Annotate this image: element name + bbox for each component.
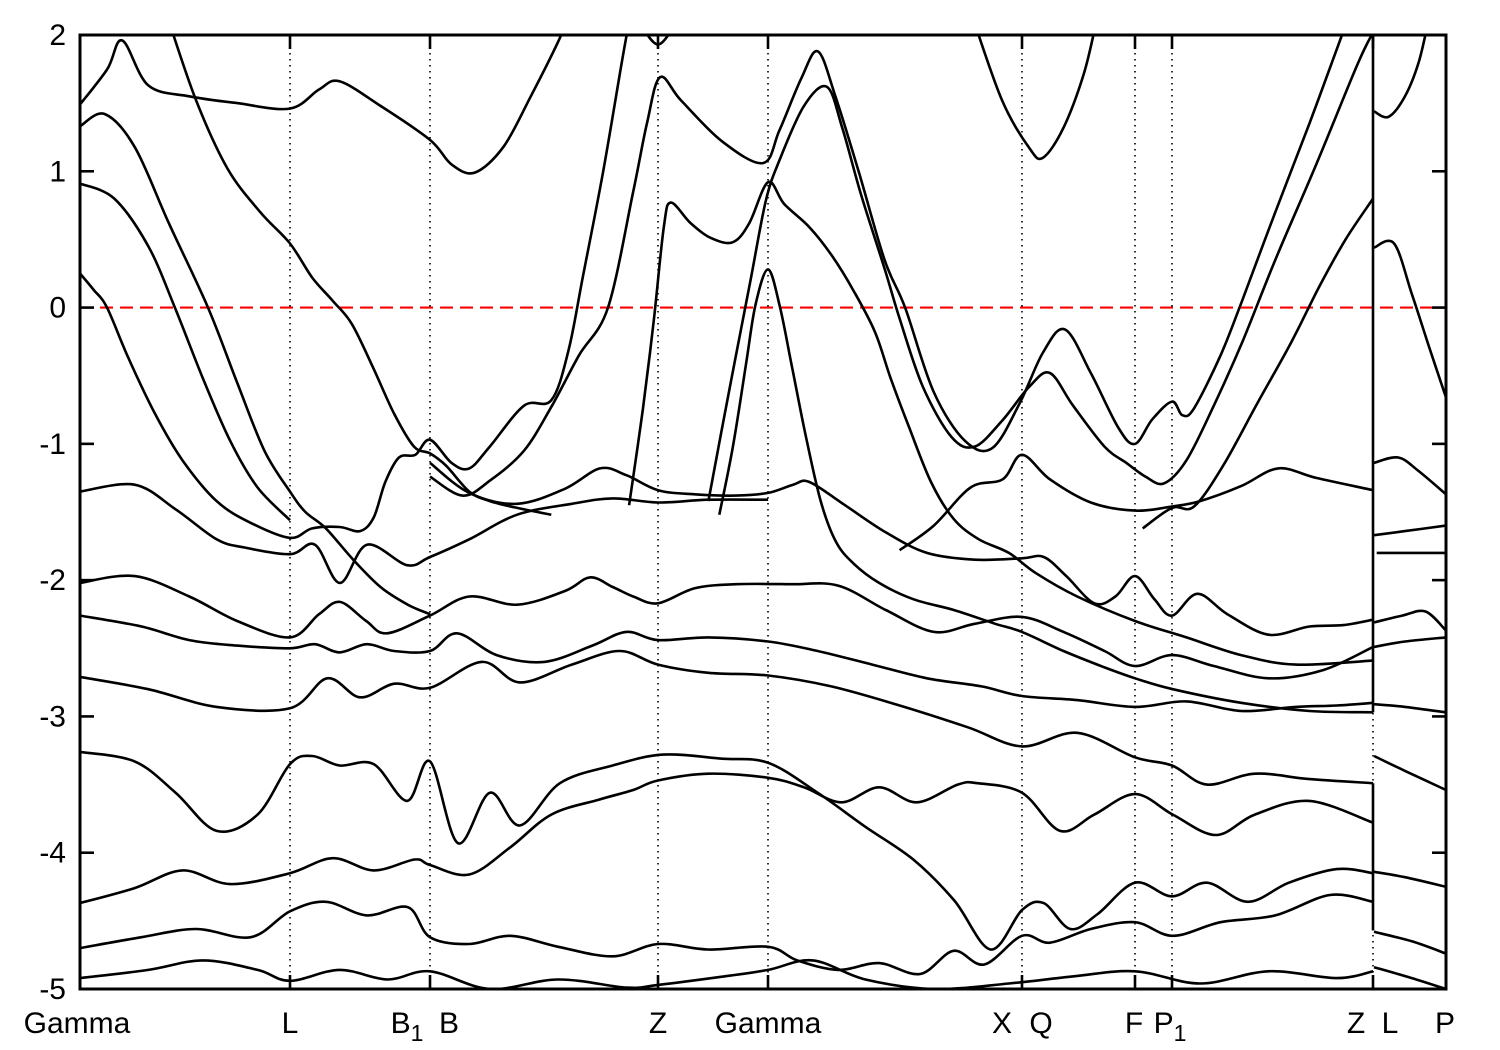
x-tick-label: L (1382, 1007, 1399, 1040)
x-tick-label: B1 (391, 1007, 424, 1046)
band-1 (80, 35, 563, 175)
band-4 (80, 112, 431, 616)
x-tick-label: P (1435, 1007, 1455, 1040)
y-tick-label: 1 (49, 155, 66, 188)
band-22 (1141, 197, 1375, 530)
x-tick-label: B (439, 1007, 459, 1040)
x-tick-label: X (992, 1007, 1012, 1040)
panel-band-3 (1373, 455, 1446, 496)
band-3 (977, 35, 1095, 161)
plot-border (78, 33, 1448, 991)
panel-band-7 (1373, 636, 1446, 649)
panel-band-6 (1373, 609, 1446, 632)
band-17 (80, 750, 1374, 951)
x-tick-label: Z (649, 1007, 667, 1040)
panel-band-12 (1373, 965, 1446, 989)
x-tick-label: L (282, 1007, 299, 1040)
band-8 (429, 461, 1374, 637)
band-6 (80, 35, 628, 540)
band-16 (80, 649, 1374, 786)
y-tick-label: 0 (49, 292, 66, 325)
x-tick-label: Gamma (24, 1007, 131, 1040)
x-tick-label: F (1125, 1007, 1143, 1040)
band-13 (80, 482, 769, 585)
y-tick-label: -2 (39, 564, 66, 597)
band-12 (718, 268, 1374, 714)
x-tick-label: Z (1347, 1007, 1365, 1040)
y-tick-label: -3 (39, 700, 66, 733)
band-20 (80, 958, 1374, 989)
band-21 (898, 453, 1374, 552)
panel-band-8 (1373, 702, 1446, 714)
x-tick-label: Q (1029, 1007, 1052, 1040)
y-tick-label: -5 (39, 973, 66, 1006)
y-tick-label: -1 (39, 428, 66, 461)
band-11 (627, 180, 1374, 667)
band-14 (80, 574, 1374, 680)
y-tick-label: -4 (39, 837, 66, 870)
x-tick-label: P1 (1154, 1007, 1187, 1046)
y-tick-label: 2 (49, 19, 66, 52)
band-18 (80, 772, 1374, 905)
panel-band-2 (1373, 239, 1446, 398)
band-19 (80, 893, 1374, 976)
panel-band-1 (1373, 35, 1427, 119)
panel-band-9 (1373, 754, 1446, 792)
band-9 (429, 35, 1344, 497)
band-5 (80, 182, 291, 522)
panel-band-4 (1373, 524, 1446, 537)
x-tick-label: Gamma (715, 1007, 822, 1040)
panel-band-10 (1373, 870, 1446, 889)
band-10 (707, 35, 1374, 502)
panel-band-11 (1373, 930, 1446, 955)
band-15 (80, 614, 1374, 713)
